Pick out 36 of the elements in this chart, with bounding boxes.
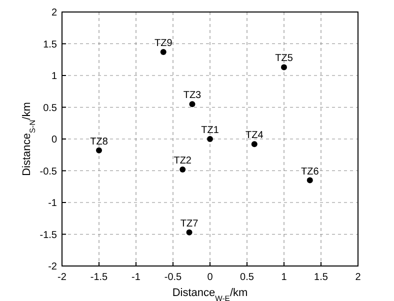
x-tick-label: -0.5 — [164, 272, 182, 283]
y-tick-label: 0 — [51, 134, 58, 146]
annotation: TZ7 — [180, 218, 199, 230]
annotation: TZ9 — [154, 38, 173, 50]
point — [207, 136, 213, 142]
y-tick-label: -2 — [48, 262, 58, 272]
x-tick-label: 0.5 — [240, 272, 254, 283]
x-axis-title: Distance$_{W-E}$/km — [172, 287, 248, 301]
x-tick-label: 1.5 — [314, 272, 328, 283]
x-tick-label: -1 — [132, 272, 141, 283]
x-tick-label: -1.5 — [90, 272, 108, 283]
x-tick-label: 0 — [207, 272, 214, 283]
x-tick-label: 1 — [281, 272, 288, 283]
annotation: TZ5 — [275, 53, 294, 64]
annotation: TZ2 — [174, 155, 192, 166]
annotation: TZ1 — [201, 125, 220, 136]
y-tick-label: -1.5 — [40, 230, 58, 241]
y-tick-label: -0.5 — [40, 166, 58, 178]
y-tick-label: 0.5 — [43, 102, 58, 114]
x-tick-label: 2 — [355, 272, 362, 283]
point — [160, 49, 166, 56]
y-tick-label: 1.5 — [43, 39, 58, 50]
annotation: TZ8 — [90, 136, 108, 148]
point — [180, 166, 186, 172]
point — [96, 147, 102, 154]
point — [186, 229, 192, 236]
point — [189, 101, 196, 108]
annotation: TZ6 — [301, 166, 320, 178]
annotation: TZ4 — [246, 130, 264, 142]
annotation: TZ3 — [183, 90, 202, 102]
y-tick-label: 2 — [51, 8, 58, 18]
y-tick-label: 1 — [51, 71, 58, 82]
y-tick-label: -1 — [48, 198, 58, 209]
point — [251, 141, 258, 148]
point — [306, 177, 313, 184]
point — [281, 64, 287, 70]
